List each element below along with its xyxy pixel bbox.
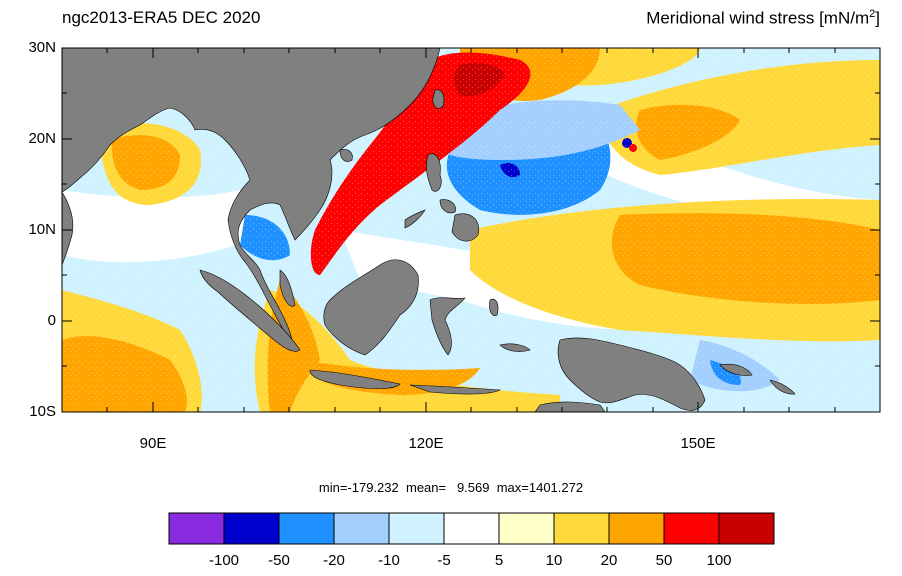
land-lesser-sunda — [409, 384, 502, 395]
land-new-guinea — [557, 337, 706, 411]
lat-label-10s: 10S — [29, 403, 56, 420]
map-field — [62, 48, 880, 412]
colorbar-box-1 — [168, 512, 225, 545]
land-palawan — [404, 209, 426, 229]
lon-label-90e: 90E — [139, 435, 167, 452]
land-sulawesi — [429, 297, 466, 356]
stats-max: max=1401.272 — [496, 480, 584, 495]
title-right-superscript: 2 — [869, 8, 876, 20]
land-new-britain — [719, 363, 753, 376]
colorbar-box-10 — [663, 512, 720, 545]
plot-title-left: ngc2013-ERA5 DEC 2020 — [62, 8, 261, 27]
land-java — [309, 369, 401, 389]
axis-ticks — [62, 47, 880, 413]
land-malay — [279, 269, 296, 307]
title-right-close: ] — [875, 8, 880, 28]
land-seram — [499, 343, 531, 352]
stats-line: min=-179.232 mean= 9.569 max=1401.272 — [0, 480, 902, 495]
colorbar-label-4: -10 — [378, 552, 400, 569]
colorbar-box-3 — [278, 512, 335, 545]
lon-label-120e: 120E — [408, 435, 444, 452]
land-borneo — [323, 259, 419, 356]
land-solomons — [769, 379, 796, 395]
colorbar-label-3: -20 — [323, 552, 345, 569]
lat-label-10n: 10N — [28, 221, 56, 238]
land-luzon — [426, 153, 442, 192]
colorbar-box-8 — [553, 512, 610, 545]
lon-label-150e: 150E — [680, 435, 716, 452]
colorbar-box-9 — [608, 512, 665, 545]
land-australia-north — [534, 401, 606, 412]
colorbar-box-5 — [388, 512, 445, 545]
colorbar-label-6: 5 — [494, 552, 504, 569]
land-hainan — [339, 149, 353, 162]
stats-min: min=-179.232 — [318, 480, 399, 495]
colorbar-label-10: 100 — [706, 552, 732, 569]
colorbar-label-1: -100 — [208, 552, 240, 569]
land-sumatra — [199, 269, 301, 352]
plot-title-right: Meridional wind stress [mN/m2] — [646, 8, 880, 29]
land-masses — [62, 48, 796, 412]
colorbar-label-8: 20 — [600, 552, 618, 569]
colorbar-box-2 — [223, 512, 280, 545]
land-visayas — [439, 199, 456, 214]
land-taiwan — [432, 89, 445, 109]
title-right-text: Meridional wind stress [mN/m — [646, 8, 870, 28]
lat-label-20n: 20N — [28, 130, 56, 147]
lat-label-0: 0 — [47, 312, 56, 329]
colorbar — [168, 512, 775, 545]
colorbar-box-4 — [333, 512, 390, 545]
colorbar-label-9: 50 — [655, 552, 673, 569]
land-halmahera — [489, 298, 499, 316]
land-india — [62, 191, 74, 266]
colorbar-box-7 — [498, 512, 555, 545]
colorbar-label-5: -5 — [437, 552, 451, 569]
lat-label-30n: 30N — [28, 39, 56, 56]
colorbar-box-11 — [718, 512, 775, 545]
colorbar-label-2: -50 — [268, 552, 290, 569]
colorbar-box-6 — [443, 512, 500, 545]
land-mindanao — [451, 213, 480, 242]
colorbar-label-7: 10 — [545, 552, 563, 569]
stats-mean: mean= 9.569 — [406, 480, 490, 495]
